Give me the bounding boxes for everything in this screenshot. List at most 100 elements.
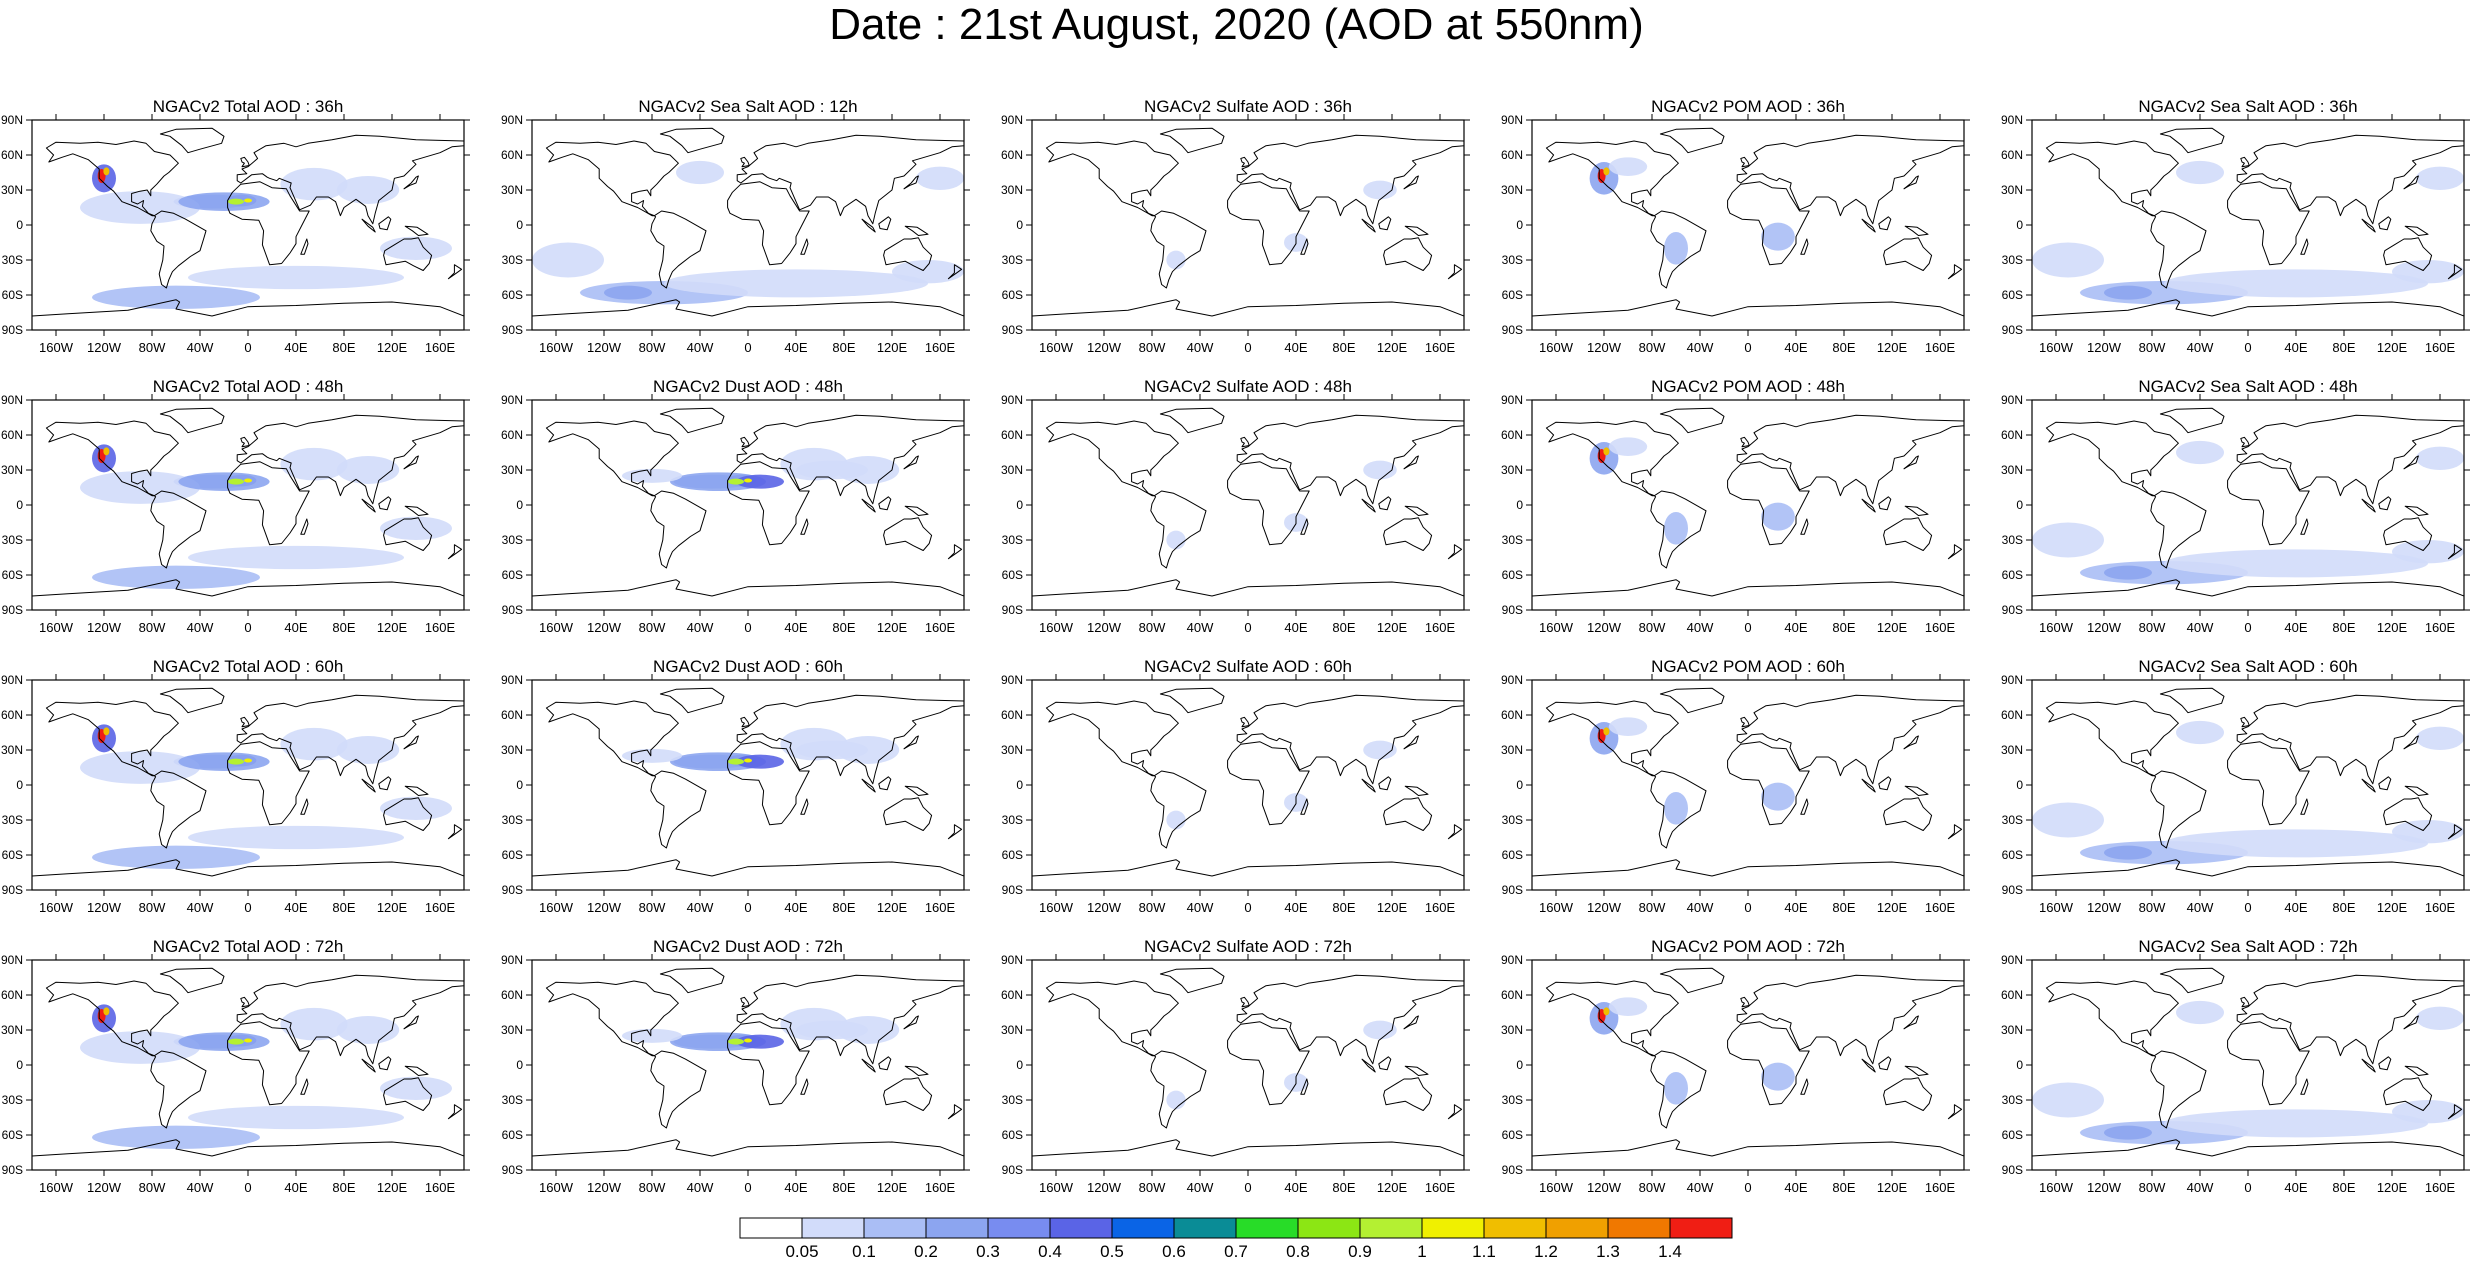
map-panel: NGACv2 Sulfate AOD : 36h 90N 60N 30N 0 30S 60S… bbox=[1001, 97, 1470, 355]
map-panel: NGACv2 Dust AOD : 60h 90N 60N 30N 0 30S 60S 90S… bbox=[501, 657, 970, 915]
coastline bbox=[2403, 735, 2419, 750]
coastline bbox=[1383, 1077, 1433, 1111]
coastline bbox=[1404, 505, 1429, 516]
coastline bbox=[2159, 407, 2225, 434]
lat-tick-label: 90N bbox=[1001, 113, 1023, 127]
lat-tick-label: 30N bbox=[1501, 183, 1523, 197]
wildfire-hotspot bbox=[1603, 167, 1610, 176]
lon-tick-label: 160E bbox=[1425, 620, 1456, 635]
coastline bbox=[1903, 735, 1919, 750]
lat-tick-label: 60N bbox=[1, 428, 23, 442]
coastline bbox=[378, 216, 392, 231]
colorbar-label: 0.1 bbox=[852, 1242, 876, 1261]
coastline bbox=[1883, 517, 1933, 551]
aod-plume bbox=[676, 160, 724, 185]
coastline bbox=[650, 490, 707, 569]
coastline bbox=[861, 778, 876, 793]
aerosol-field bbox=[32, 120, 464, 330]
coastline bbox=[2383, 1077, 2433, 1111]
lat-tick-label: 60S bbox=[1502, 568, 1523, 582]
dust-core bbox=[744, 478, 752, 483]
coastline bbox=[1650, 770, 1707, 849]
lat-tick-label: 90S bbox=[2002, 1163, 2023, 1177]
aerosol-field bbox=[32, 400, 464, 610]
lat-tick-label: 90N bbox=[1501, 393, 1523, 407]
aod-plume bbox=[1608, 437, 1648, 456]
coastline bbox=[1740, 716, 1750, 728]
lon-tick-label: 120W bbox=[587, 620, 622, 635]
lat-tick-label: 90S bbox=[2, 603, 23, 617]
aod-plume bbox=[2176, 440, 2224, 465]
lon-tick-label: 0 bbox=[1744, 340, 1751, 355]
lon-tick-label: 80E bbox=[832, 1180, 855, 1195]
lat-tick-label: 90S bbox=[1502, 603, 1523, 617]
aod-plume bbox=[796, 740, 868, 760]
lon-tick-label: 40E bbox=[284, 1180, 307, 1195]
coastline bbox=[740, 996, 750, 1008]
lon-tick-label: 80E bbox=[1332, 900, 1355, 915]
aerosol-field bbox=[2032, 400, 2464, 610]
lat-tick-label: 30S bbox=[2, 1093, 23, 1107]
lon-tick-label: 120E bbox=[377, 900, 408, 915]
coastline bbox=[1727, 1021, 1810, 1106]
coastline bbox=[1240, 156, 1250, 168]
lon-tick-label: 120W bbox=[1087, 620, 1122, 635]
coastline bbox=[1736, 134, 1964, 225]
coastline bbox=[2150, 770, 2207, 849]
coastline bbox=[1447, 264, 1463, 280]
lat-tick-label: 90N bbox=[1501, 113, 1523, 127]
lat-tick-label: 60S bbox=[1002, 848, 1023, 862]
lon-tick-label: 160E bbox=[1425, 340, 1456, 355]
coastline bbox=[45, 140, 179, 217]
coastline bbox=[659, 127, 725, 154]
lat-tick-label: 60S bbox=[502, 1128, 523, 1142]
lat-tick-label: 90S bbox=[502, 883, 523, 897]
coastline bbox=[532, 1139, 964, 1170]
panel-title: NGACv2 Sulfate AOD : 36h bbox=[1144, 97, 1352, 116]
coastline bbox=[1903, 175, 1919, 190]
lon-tick-label: 40W bbox=[187, 900, 214, 915]
lat-tick-label: 90S bbox=[2, 1163, 23, 1177]
coastline bbox=[1361, 1058, 1376, 1073]
coastline bbox=[2447, 1104, 2463, 1120]
coastline bbox=[240, 996, 250, 1008]
lon-tick-label: 40W bbox=[2187, 340, 2214, 355]
lon-tick-label: 160E bbox=[925, 900, 956, 915]
dust-core bbox=[228, 758, 244, 765]
colorbar-swatch bbox=[801, 1217, 865, 1239]
aerosol-field bbox=[32, 680, 464, 890]
coastline bbox=[883, 1077, 933, 1111]
coastline bbox=[545, 700, 679, 777]
map-background bbox=[1532, 680, 1964, 890]
coastline bbox=[545, 980, 679, 1057]
lon-tick-label: 160W bbox=[2039, 1180, 2074, 1195]
lon-tick-label: 80E bbox=[2332, 1180, 2355, 1195]
panel-title: NGACv2 Total AOD : 36h bbox=[153, 97, 344, 116]
coastline bbox=[736, 134, 964, 225]
lat-tick-label: 30S bbox=[1502, 533, 1523, 547]
coastline bbox=[1878, 496, 1892, 511]
lon-tick-label: 160E bbox=[425, 340, 456, 355]
coastline bbox=[2150, 1050, 2207, 1129]
coastline bbox=[2240, 156, 2250, 168]
coastline bbox=[150, 770, 207, 849]
lon-tick-label: 0 bbox=[2244, 620, 2251, 635]
lon-tick-label: 40E bbox=[284, 620, 307, 635]
map-panel: NGACv2 Sea Salt AOD : 60h 90N 60N 30N 0 30S 60… bbox=[2001, 657, 2470, 915]
lat-tick-label: 90N bbox=[501, 393, 523, 407]
coastline bbox=[1736, 414, 1964, 505]
map-background bbox=[1032, 400, 1464, 610]
colorbar-swatch bbox=[1669, 1217, 1733, 1239]
coastline bbox=[1904, 505, 1929, 516]
wildfire-hotspot bbox=[103, 447, 110, 456]
coastline bbox=[1150, 210, 1207, 289]
lat-tick-label: 60S bbox=[1502, 288, 1523, 302]
lon-tick-label: 0 bbox=[1244, 340, 1251, 355]
lon-tick-label: 40W bbox=[687, 900, 714, 915]
coastline bbox=[1403, 735, 1419, 750]
lat-tick-label: 30S bbox=[2, 253, 23, 267]
lon-tick-label: 80E bbox=[1332, 1180, 1355, 1195]
lat-tick-label: 90S bbox=[1002, 603, 1023, 617]
coastline bbox=[1403, 1015, 1419, 1030]
lon-tick-label: 160E bbox=[2425, 340, 2456, 355]
